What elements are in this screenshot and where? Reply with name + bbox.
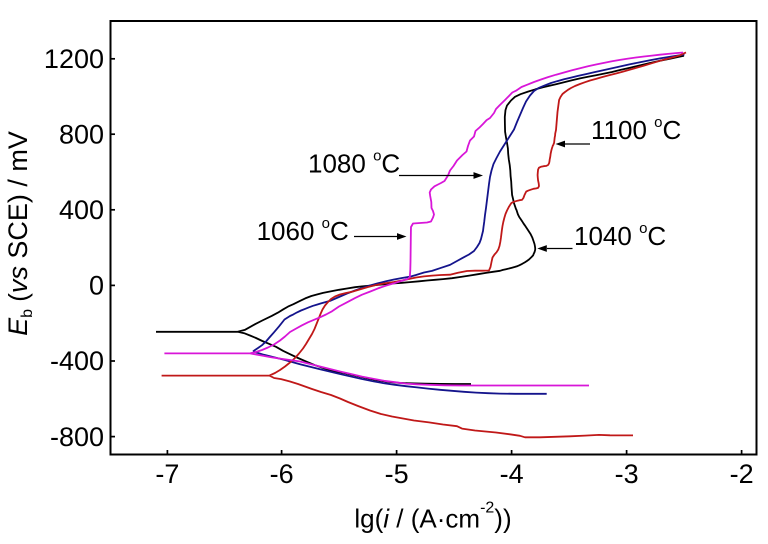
- svg-text:1080 oC: 1080 oC: [308, 148, 400, 179]
- svg-text:800: 800: [59, 119, 104, 149]
- svg-text:-800: -800: [50, 422, 104, 452]
- svg-text:1200: 1200: [44, 44, 104, 74]
- svg-text:1060 oC: 1060 oC: [257, 215, 349, 246]
- svg-text:-3: -3: [615, 459, 639, 489]
- svg-text:1100 oC: 1100 oC: [591, 114, 681, 145]
- svg-text:-2: -2: [730, 459, 754, 489]
- svg-text:0: 0: [89, 271, 104, 301]
- svg-text:400: 400: [59, 195, 104, 225]
- svg-text:-4: -4: [500, 459, 524, 489]
- svg-text:-6: -6: [270, 459, 294, 489]
- svg-text:-400: -400: [50, 346, 104, 376]
- svg-text:1040 oC: 1040 oC: [574, 220, 666, 251]
- svg-text:-5: -5: [385, 459, 409, 489]
- svg-text:Eb (vs SCE) / mV: Eb (vs SCE) / mV: [3, 131, 36, 336]
- svg-text:-7: -7: [155, 459, 179, 489]
